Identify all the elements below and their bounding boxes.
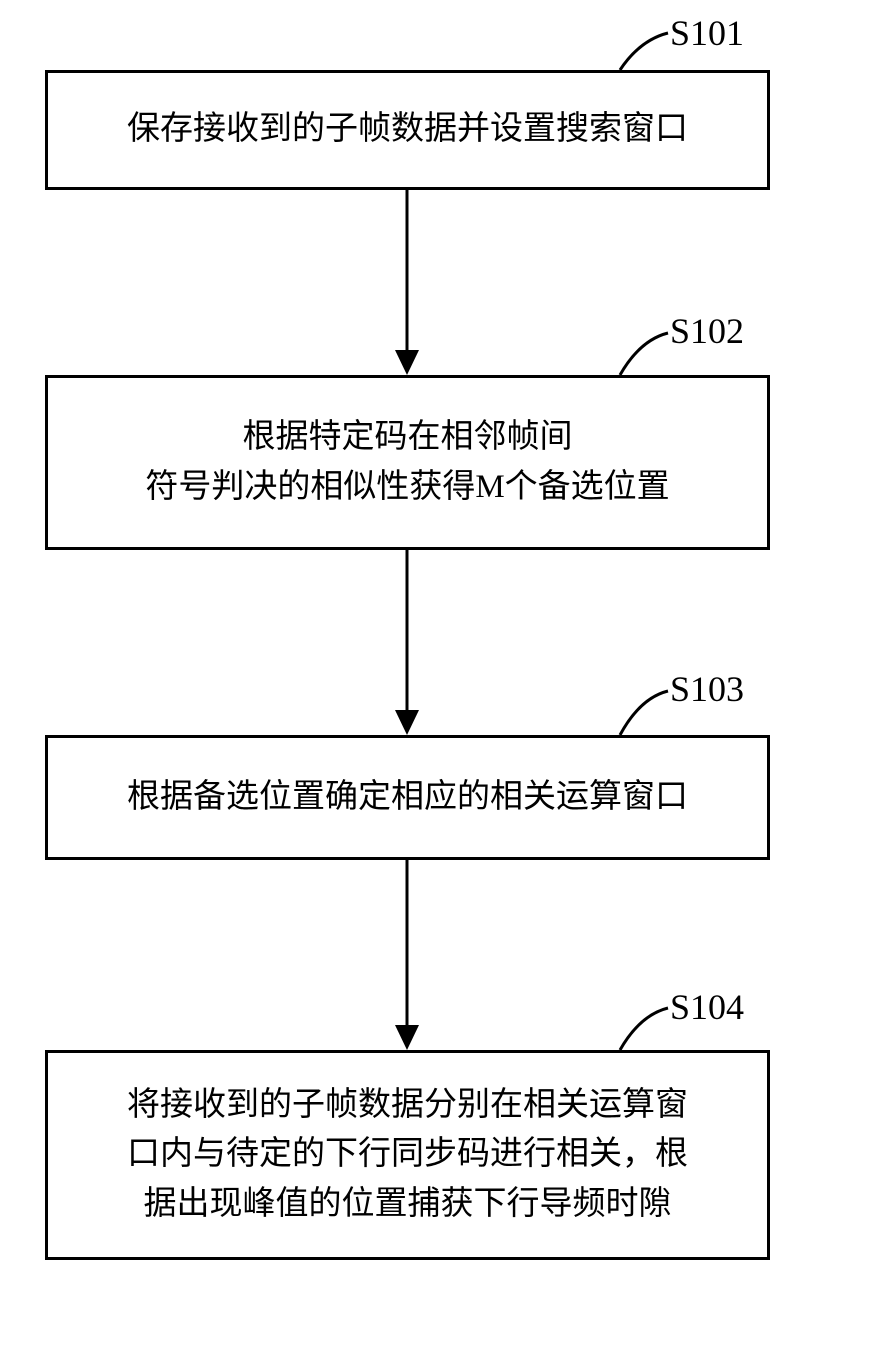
label-connector-s103 [600, 683, 680, 738]
arrow-2 [390, 550, 424, 735]
step-text: 保存接收到的子帧数据并设置搜索窗口 [127, 105, 688, 155]
step-label-s103: S103 [670, 668, 744, 710]
step-text: 将接收到的子帧数据分别在相关运算窗 口内与待定的下行同步码进行相关，根 据出现峰… [127, 1081, 688, 1230]
label-connector-s102 [600, 325, 680, 380]
step-box-s102: 根据特定码在相邻帧间 符号判决的相似性获得M个备选位置 [45, 375, 770, 550]
label-text: S103 [670, 669, 744, 709]
step-text: 根据备选位置确定相应的相关运算窗口 [127, 773, 688, 823]
step-box-s101: 保存接收到的子帧数据并设置搜索窗口 [45, 70, 770, 190]
step-label-s104: S104 [670, 986, 744, 1028]
step-label-s102: S102 [670, 310, 744, 352]
step-box-s104: 将接收到的子帧数据分别在相关运算窗 口内与待定的下行同步码进行相关，根 据出现峰… [45, 1050, 770, 1260]
step-label-s101: S101 [670, 12, 744, 54]
label-text: S104 [670, 987, 744, 1027]
arrow-3 [390, 860, 424, 1050]
step-text: 根据特定码在相邻帧间 符号判决的相似性获得M个备选位置 [145, 413, 669, 512]
flowchart-container: S101 保存接收到的子帧数据并设置搜索窗口 S102 根据特定码在相邻帧间 符… [0, 0, 896, 1352]
step-box-s103: 根据备选位置确定相应的相关运算窗口 [45, 735, 770, 860]
label-text: S101 [670, 13, 744, 53]
label-connector-s104 [600, 1000, 680, 1055]
arrow-1 [390, 190, 424, 375]
label-text: S102 [670, 311, 744, 351]
